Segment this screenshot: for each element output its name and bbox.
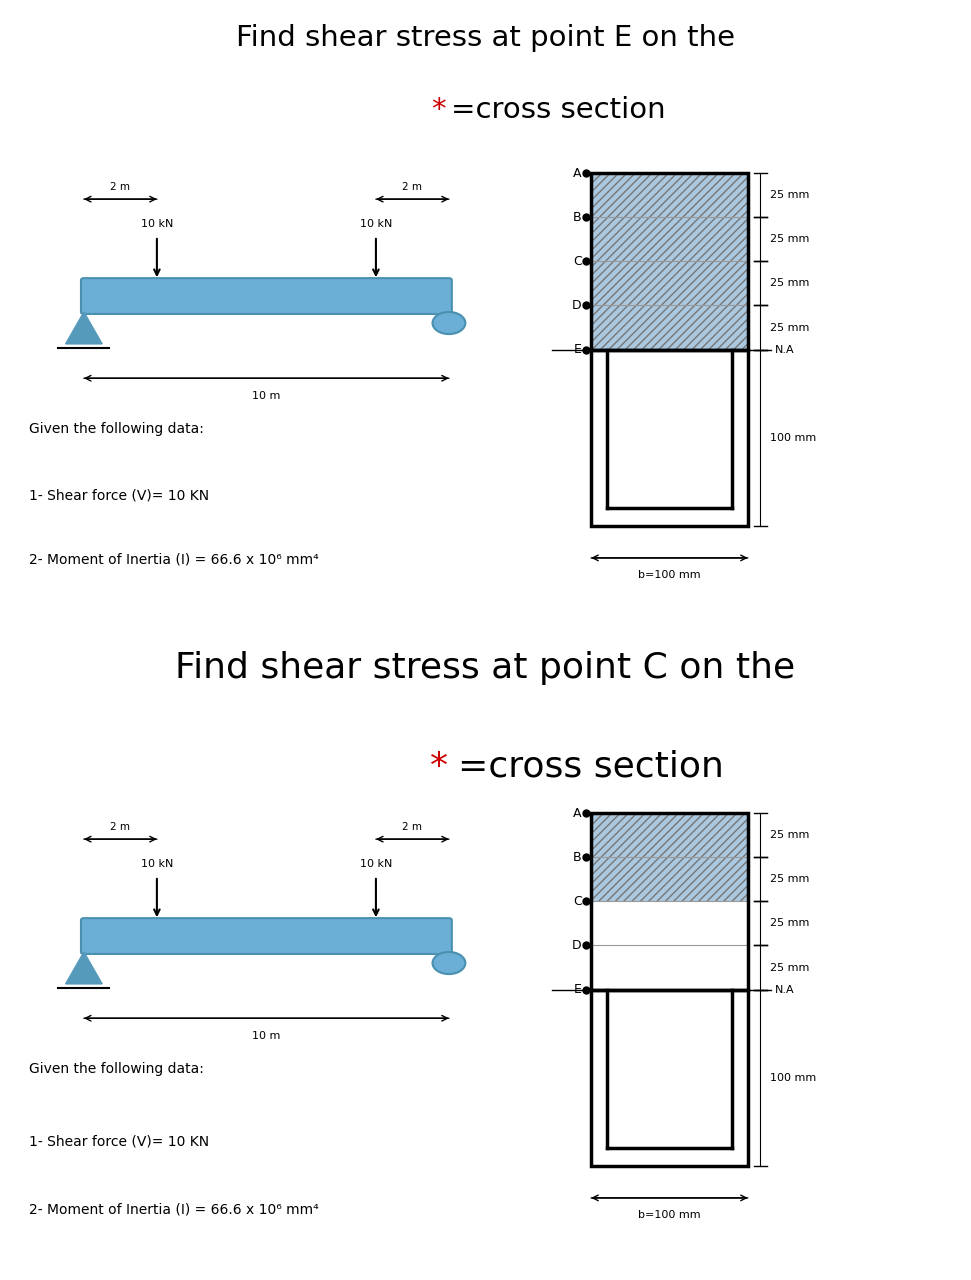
Text: 25 mm: 25 mm xyxy=(770,831,809,840)
Text: 2 m: 2 m xyxy=(402,182,422,192)
Text: N.A: N.A xyxy=(775,984,794,995)
Text: B: B xyxy=(573,851,582,864)
Text: 10 m: 10 m xyxy=(252,1030,281,1041)
Text: =cross section: =cross section xyxy=(457,750,723,783)
Text: 25 mm: 25 mm xyxy=(770,191,809,200)
Bar xyxy=(591,989,748,1166)
Text: b=100 mm: b=100 mm xyxy=(638,571,701,580)
FancyBboxPatch shape xyxy=(81,918,452,954)
Text: 2 m: 2 m xyxy=(111,182,130,192)
Text: *: * xyxy=(431,96,447,124)
Text: 2- Moment of Inertia (I) = 66.6 x 10⁶ mm⁴: 2- Moment of Inertia (I) = 66.6 x 10⁶ mm… xyxy=(29,1202,318,1216)
Text: 10 m: 10 m xyxy=(252,390,281,401)
Text: 25 mm: 25 mm xyxy=(770,278,809,288)
Text: 10 kN: 10 kN xyxy=(359,219,392,229)
Text: E: E xyxy=(574,983,582,996)
Text: 25 mm: 25 mm xyxy=(770,323,809,333)
Bar xyxy=(607,349,732,508)
Text: 2 m: 2 m xyxy=(402,822,422,832)
Bar xyxy=(591,173,748,349)
Text: E: E xyxy=(574,343,582,356)
Text: 25 mm: 25 mm xyxy=(770,234,809,244)
Text: N.A: N.A xyxy=(775,344,794,355)
Text: =cross section: =cross section xyxy=(451,96,665,124)
Bar xyxy=(591,173,748,349)
Text: 10 kN: 10 kN xyxy=(359,859,392,869)
Text: 1- Shear force (V)= 10 KN: 1- Shear force (V)= 10 KN xyxy=(29,1134,210,1148)
Text: 100 mm: 100 mm xyxy=(770,1073,816,1083)
Text: *: * xyxy=(430,750,449,783)
Text: Given the following data:: Given the following data: xyxy=(29,422,204,436)
Polygon shape xyxy=(66,312,102,344)
Text: C: C xyxy=(573,895,582,908)
Text: D: D xyxy=(572,940,582,952)
Text: 10 kN: 10 kN xyxy=(141,219,173,229)
Text: C: C xyxy=(573,255,582,268)
Text: B: B xyxy=(573,211,582,224)
Text: 10 kN: 10 kN xyxy=(141,859,173,869)
Bar xyxy=(591,813,748,989)
Text: 25 mm: 25 mm xyxy=(770,874,809,884)
Bar xyxy=(591,813,748,901)
Text: 25 mm: 25 mm xyxy=(770,963,809,973)
Text: Find shear stress at point C on the: Find shear stress at point C on the xyxy=(176,652,795,685)
FancyBboxPatch shape xyxy=(81,278,452,314)
Text: 1- Shear force (V)= 10 KN: 1- Shear force (V)= 10 KN xyxy=(29,489,210,503)
Polygon shape xyxy=(66,952,102,984)
Text: A: A xyxy=(573,806,582,819)
Text: Given the following data:: Given the following data: xyxy=(29,1062,204,1076)
Text: 2 m: 2 m xyxy=(111,822,130,832)
Text: A: A xyxy=(573,166,582,179)
Bar xyxy=(591,349,748,526)
Text: D: D xyxy=(572,300,582,312)
Text: 25 mm: 25 mm xyxy=(770,918,809,928)
Text: b=100 mm: b=100 mm xyxy=(638,1211,701,1220)
Text: 100 mm: 100 mm xyxy=(770,433,816,443)
Bar xyxy=(607,989,732,1148)
Circle shape xyxy=(432,312,465,334)
Text: 2- Moment of Inertia (I) = 66.6 x 10⁶ mm⁴: 2- Moment of Inertia (I) = 66.6 x 10⁶ mm… xyxy=(29,552,318,566)
Circle shape xyxy=(432,952,465,974)
Text: Find shear stress at point E on the: Find shear stress at point E on the xyxy=(236,24,735,52)
